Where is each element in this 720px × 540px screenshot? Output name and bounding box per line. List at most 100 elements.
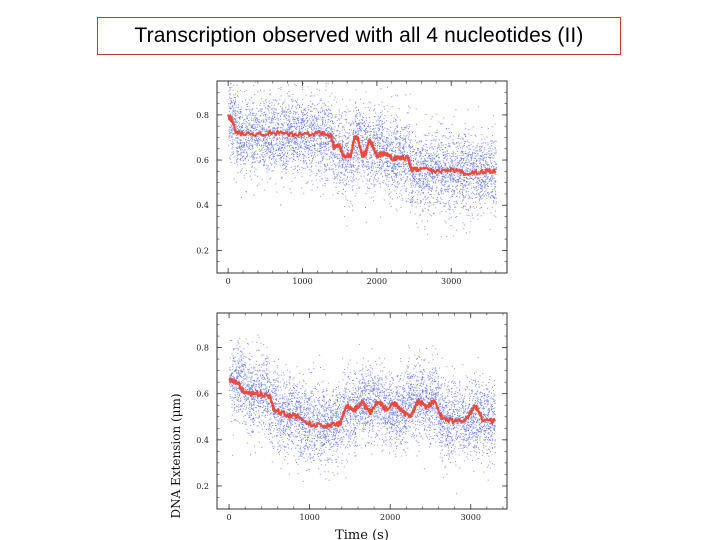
- raw-point: [305, 114, 307, 116]
- raw-point: [404, 150, 406, 152]
- raw-point: [493, 195, 495, 197]
- raw-point: [368, 180, 370, 182]
- raw-point: [491, 188, 493, 190]
- raw-point: [286, 149, 288, 151]
- raw-point: [332, 135, 334, 137]
- raw-point: [300, 111, 302, 113]
- raw-point: [425, 134, 427, 136]
- raw-point: [244, 158, 246, 160]
- raw-point: [345, 183, 347, 185]
- raw-point: [275, 124, 276, 126]
- raw-point: [479, 198, 481, 200]
- raw-point: [479, 147, 481, 149]
- raw-point: [480, 159, 482, 161]
- raw-point: [471, 178, 473, 179]
- raw-point: [273, 113, 275, 115]
- raw-point: [255, 127, 257, 128]
- raw-point: [353, 174, 355, 176]
- raw-point: [438, 192, 440, 194]
- raw-point: [262, 121, 264, 123]
- raw-point: [400, 150, 402, 152]
- raw-point: [238, 123, 240, 125]
- raw-point: [280, 159, 282, 161]
- raw-point: [328, 138, 329, 140]
- raw-point: [231, 114, 233, 116]
- raw-point: [235, 114, 236, 116]
- raw-point: [370, 133, 372, 135]
- raw-point: [379, 137, 381, 138]
- raw-point: [357, 130, 359, 132]
- raw-point: [424, 161, 426, 163]
- raw-point: [468, 145, 469, 147]
- raw-point: [389, 144, 391, 146]
- raw-point: [373, 184, 375, 186]
- raw-point: [389, 166, 391, 168]
- raw-point: [309, 95, 311, 97]
- raw-point: [392, 168, 394, 170]
- raw-point: [340, 172, 341, 174]
- raw-point: [301, 110, 302, 112]
- raw-point: [260, 139, 262, 141]
- raw-point: [379, 167, 381, 169]
- raw-point: [478, 192, 480, 194]
- raw-point: [274, 161, 276, 163]
- raw-point: [398, 142, 400, 143]
- raw-point: [260, 103, 262, 104]
- raw-point: [307, 106, 309, 108]
- raw-point: [422, 192, 424, 194]
- raw-point: [254, 137, 256, 139]
- raw-point: [303, 109, 305, 111]
- raw-point: [303, 125, 305, 127]
- raw-point: [400, 150, 402, 152]
- raw-point: [287, 151, 289, 153]
- raw-point: [296, 156, 298, 158]
- raw-point: [405, 141, 407, 143]
- raw-point: [439, 212, 441, 214]
- raw-point: [355, 143, 357, 145]
- raw-point: [304, 160, 306, 162]
- raw-point: [426, 184, 428, 186]
- raw-point: [238, 146, 240, 148]
- raw-point: [321, 141, 323, 143]
- raw-point: [306, 125, 308, 127]
- raw-point: [436, 201, 438, 203]
- raw-point: [331, 151, 333, 153]
- raw-point: [298, 105, 300, 106]
- raw-point: [467, 177, 469, 179]
- raw-point: [424, 196, 426, 198]
- raw-point: [424, 226, 426, 228]
- raw-point: [373, 129, 375, 131]
- raw-point: [417, 194, 419, 196]
- raw-point: [237, 155, 238, 157]
- raw-point: [475, 181, 477, 183]
- raw-point: [357, 113, 359, 115]
- raw-point: [446, 190, 448, 192]
- raw-point: [463, 180, 465, 182]
- raw-point: [254, 124, 256, 126]
- raw-point: [281, 147, 283, 149]
- raw-point: [310, 150, 312, 152]
- raw-point: [328, 147, 330, 149]
- raw-point: [475, 197, 477, 198]
- raw-point: [332, 135, 334, 137]
- raw-point: [354, 155, 356, 157]
- raw-point: [349, 149, 351, 151]
- raw-point: [316, 150, 318, 152]
- raw-point: [296, 104, 298, 106]
- raw-point: [452, 164, 454, 166]
- raw-point: [251, 127, 253, 129]
- raw-point: [294, 151, 296, 153]
- raw-point: [284, 148, 286, 150]
- raw-point: [412, 132, 413, 133]
- raw-point: [228, 135, 230, 137]
- raw-point: [423, 210, 424, 212]
- raw-point: [456, 185, 458, 187]
- raw-point: [387, 163, 388, 165]
- raw-point: [237, 137, 239, 138]
- raw-point: [287, 128, 289, 130]
- raw-point: [356, 188, 358, 190]
- raw-point: [373, 141, 375, 143]
- raw-point: [453, 167, 455, 169]
- raw-point: [260, 150, 262, 152]
- raw-point: [355, 192, 357, 194]
